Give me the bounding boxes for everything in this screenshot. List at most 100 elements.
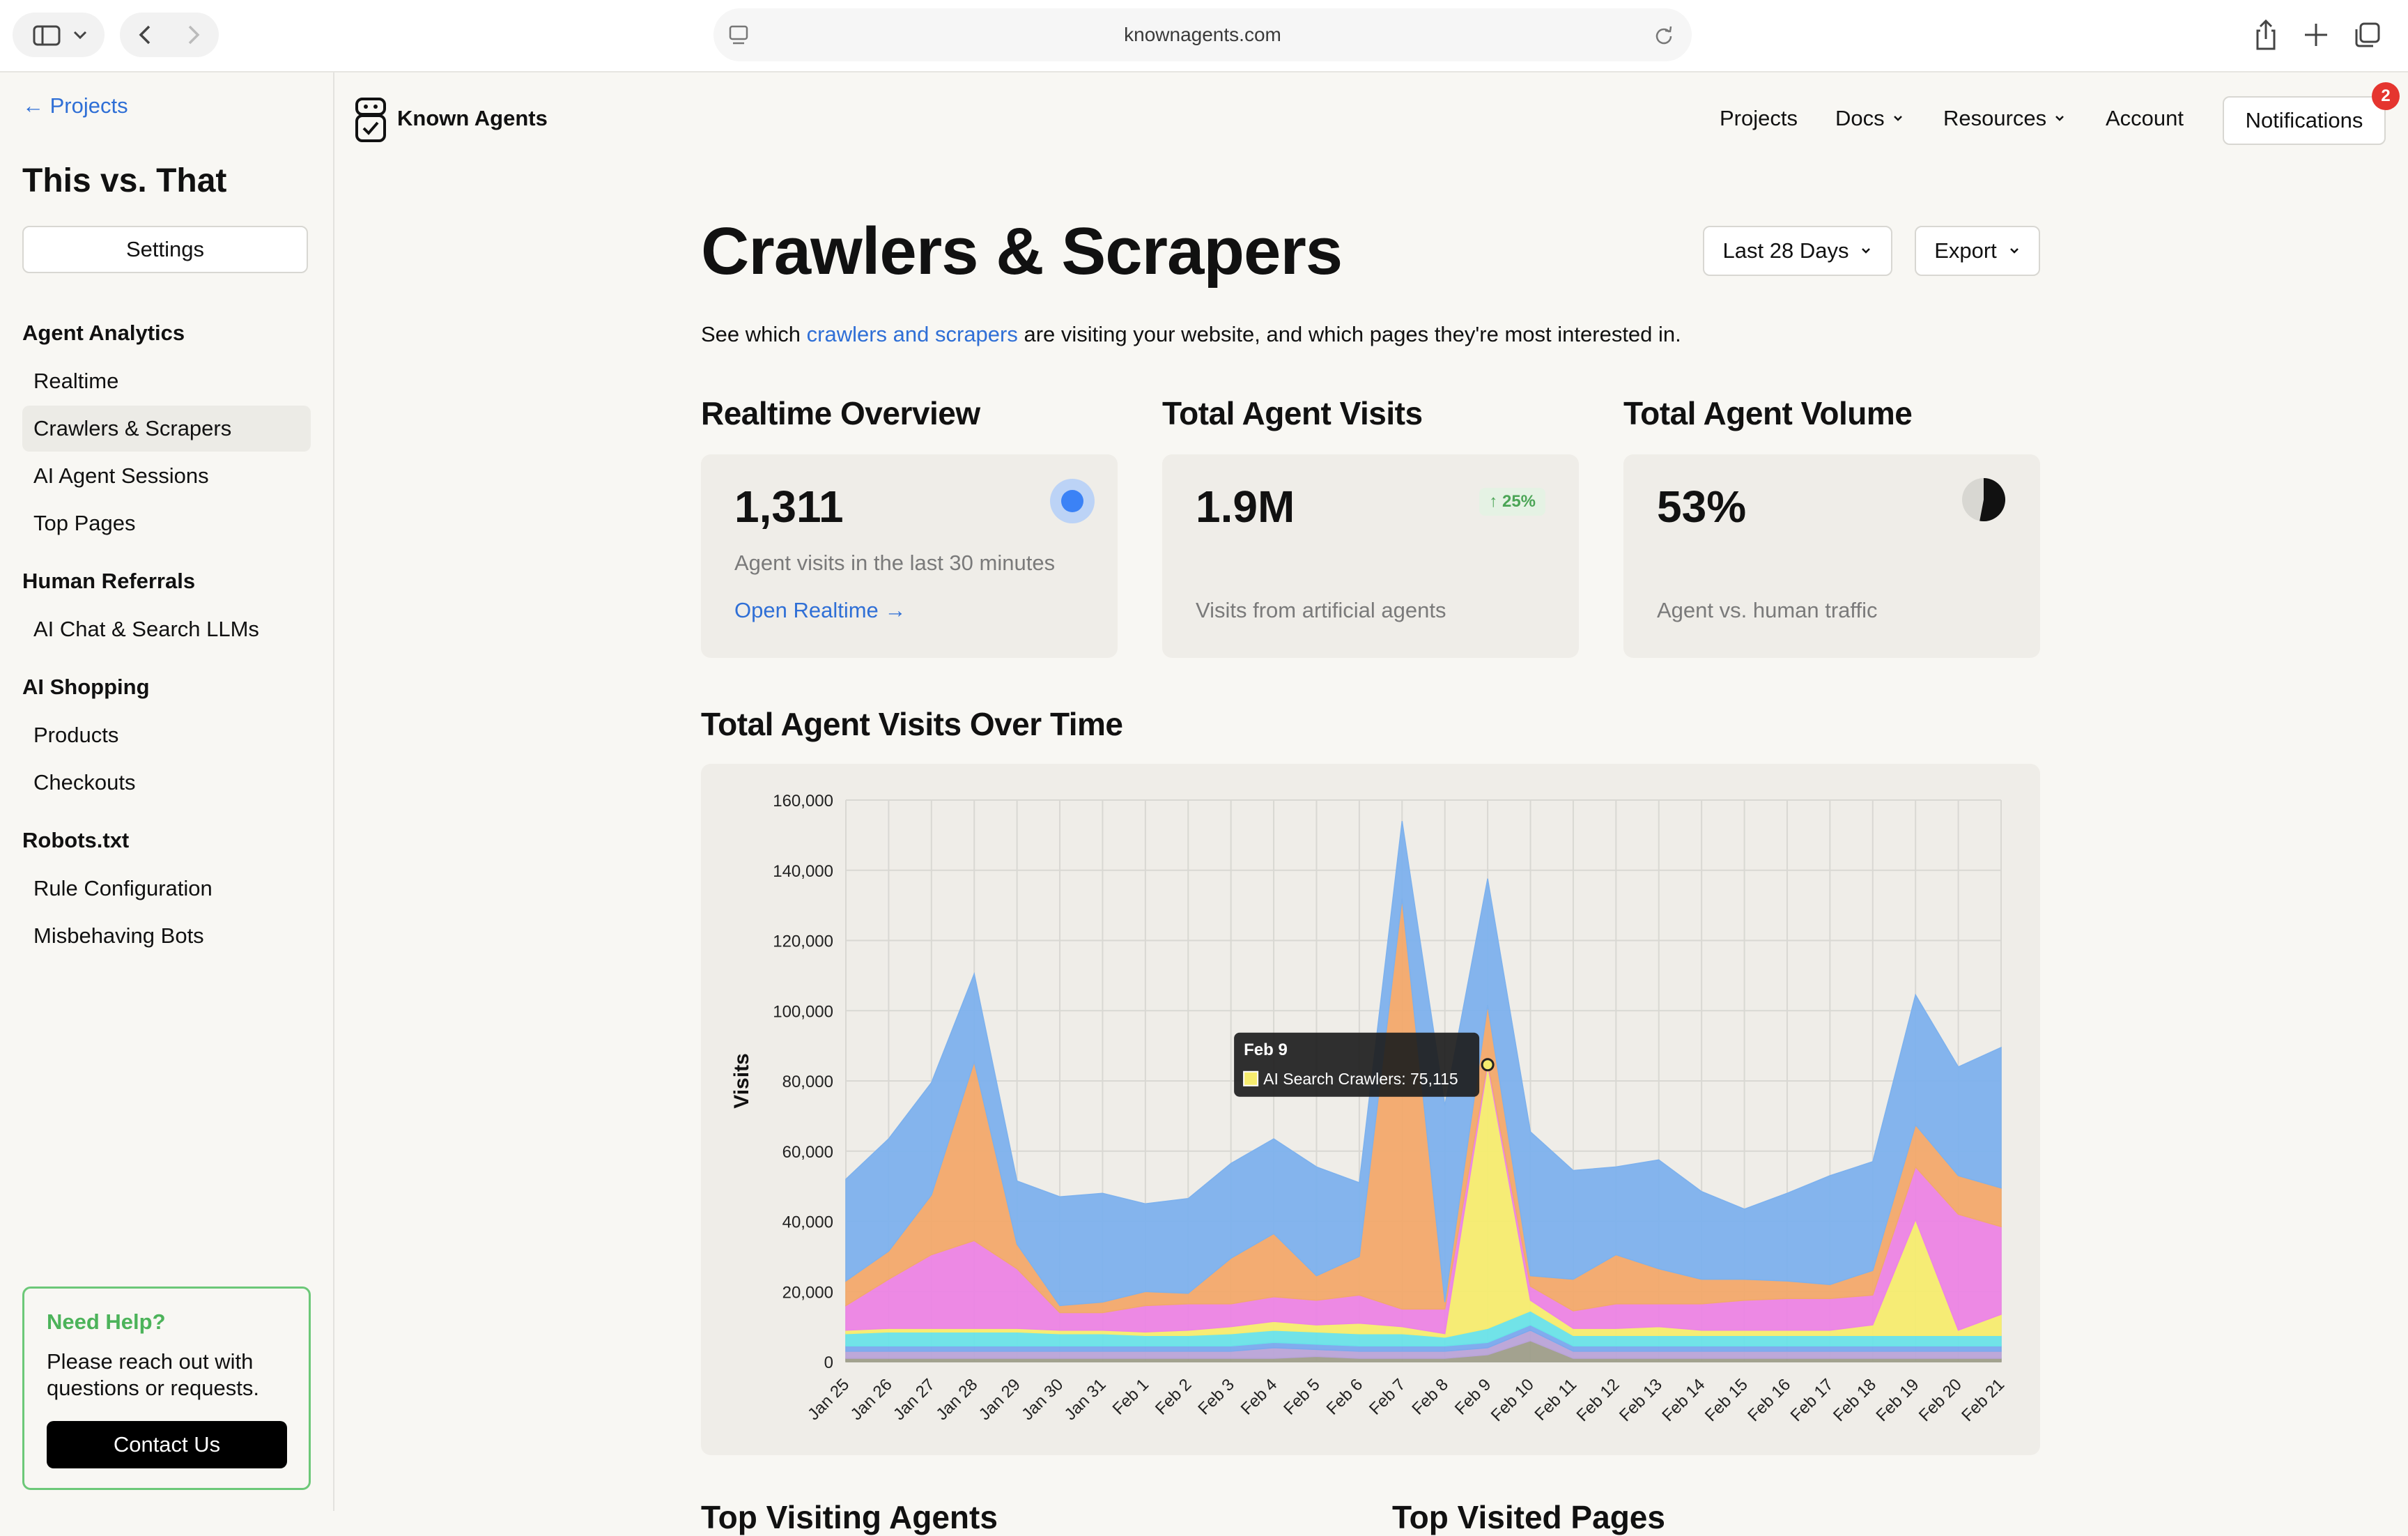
sidebar-toggle-button[interactable] (13, 13, 105, 57)
nav-docs[interactable]: Docs (1835, 106, 1904, 131)
realtime-value: 1,311 (734, 482, 844, 532)
x-tick-label: Feb 2 (1152, 1375, 1195, 1418)
subtitle-after: are visiting your website, and which pag… (1017, 322, 1681, 346)
sidebar-item-products[interactable]: Products (33, 723, 119, 747)
y-tick-label: 100,000 (773, 1002, 833, 1021)
total-agent-volume-title: Total Agent Volume (1623, 395, 1913, 431)
x-tick-label: Jan 25 (804, 1375, 853, 1424)
chevron-down-icon (2055, 116, 2064, 121)
back-to-projects-link[interactable]: ← Projects (22, 93, 128, 118)
nav-account[interactable]: Account (2106, 106, 2184, 131)
x-tick-label: Jan 30 (1018, 1375, 1067, 1424)
nav-account-label: Account (2106, 106, 2184, 130)
total-agent-visits-card: 1.9M ↑ 25% Visits from artificial agents (1162, 454, 1579, 658)
project-title: This vs. That (22, 162, 227, 199)
section-agent-analytics: Agent Analytics (22, 321, 185, 345)
x-tick-label: Feb 13 (1616, 1375, 1666, 1425)
section-human-referrals: Human Referrals (22, 569, 196, 593)
x-tick-label: Feb 5 (1280, 1375, 1323, 1418)
page-settings-icon[interactable] (727, 24, 751, 46)
sidebar-item-rule-configuration[interactable]: Rule Configuration (33, 876, 213, 900)
share-icon[interactable] (2252, 18, 2280, 52)
realtime-overview-card: 1,311 Agent visits in the last 30 minute… (701, 454, 1118, 658)
brand-name[interactable]: Known Agents (397, 106, 548, 130)
tooltip-value: AI Search Crawlers: 75,115 (1263, 1070, 1458, 1088)
y-tick-label: 0 (824, 1353, 833, 1372)
x-tick-label: Jan 27 (890, 1375, 939, 1424)
x-tick-label: Feb 1 (1109, 1375, 1152, 1418)
address-bar[interactable]: knownagents.com (713, 8, 1692, 61)
realtime-overview-title: Realtime Overview (701, 395, 980, 431)
tooltip-box (1234, 1032, 1480, 1097)
x-tick-label: Feb 3 (1194, 1375, 1237, 1418)
x-tick-label: Feb 6 (1323, 1375, 1366, 1418)
x-tick-label: Jan 29 (975, 1375, 1024, 1424)
forward-arrow-icon[interactable] (188, 25, 200, 45)
history-nav (120, 13, 219, 57)
x-tick-label: Feb 8 (1408, 1375, 1451, 1418)
chart-title: Total Agent Visits Over Time (701, 706, 1123, 742)
tab-overview-icon[interactable] (2352, 21, 2383, 49)
help-text: Please reach out with questions or reque… (47, 1349, 260, 1400)
notifications-button[interactable]: Notifications (2223, 96, 2386, 145)
sidebar-item-realtime[interactable]: Realtime (33, 369, 119, 393)
total-visits-value: 1.9M (1196, 482, 1295, 532)
x-tick-label: Feb 14 (1658, 1375, 1708, 1425)
x-tick-label: Feb 17 (1787, 1375, 1837, 1425)
chevron-down-icon (1862, 248, 1871, 254)
sidebar-item-ai-chat-search-llms[interactable]: AI Chat & Search LLMs (33, 617, 259, 641)
x-tick-label: Feb 21 (1958, 1375, 2008, 1425)
sidebar: ← Projects This vs. That Settings Agent … (0, 72, 334, 1511)
sidebar-toggle-icon (33, 25, 87, 46)
x-tick-label: Feb 19 (1873, 1375, 1923, 1425)
top-visiting-agents-title: Top Visiting Agents (701, 1499, 998, 1535)
section-robots-txt: Robots.txt (22, 828, 130, 852)
url-text: knownagents.com (1124, 24, 1281, 45)
subtitle-before: See which (701, 322, 807, 346)
robot-logo-icon[interactable] (354, 96, 387, 144)
export-dropdown[interactable]: Export (1915, 226, 2040, 276)
date-range-dropdown[interactable]: Last 28 Days (1703, 226, 1892, 276)
chevron-down-icon (1893, 116, 1902, 121)
total-visits-desc: Visits from artificial agents (1196, 598, 1446, 622)
settings-button[interactable]: Settings (22, 226, 308, 273)
chevron-down-icon (2009, 248, 2019, 254)
nav-resources[interactable]: Resources (1943, 106, 2066, 131)
y-tick-label: 120,000 (773, 932, 833, 951)
y-tick-label: 160,000 (773, 792, 833, 811)
x-tick-label: Jan 26 (847, 1375, 896, 1424)
x-tick-label: Feb 12 (1573, 1375, 1623, 1425)
sidebar-item-crawlers-scrapers[interactable]: Crawlers & Scrapers (22, 406, 311, 452)
visits-over-time-chart[interactable]: 0 20,000 40,000 60,000 80,000 100,000 120,000 1… (701, 764, 2040, 1455)
sidebar-item-ai-agent-sessions[interactable]: AI Agent Sessions (33, 463, 209, 488)
x-tick-label: Feb 7 (1366, 1375, 1409, 1418)
sidebar-item-checkouts[interactable]: Checkouts (33, 770, 136, 794)
nav-resources-label: Resources (1943, 106, 2047, 130)
sidebar-item-top-pages[interactable]: Top Pages (33, 511, 136, 535)
sidebar-item-misbehaving-bots[interactable]: Misbehaving Bots (33, 923, 204, 948)
y-tick-label: 80,000 (782, 1073, 833, 1091)
contact-us-button[interactable]: Contact Us (47, 1421, 287, 1468)
y-axis-label: Visits (730, 1053, 753, 1109)
tooltip-date: Feb 9 (1244, 1040, 1288, 1059)
agent-share-slice (1979, 478, 2006, 521)
back-arrow-icon[interactable] (139, 25, 150, 45)
new-tab-icon[interactable] (2302, 21, 2330, 49)
help-box: Need Help? Please reach out with questio… (22, 1287, 311, 1490)
page-subtitle: See which crawlers and scrapers are visi… (701, 322, 1681, 347)
nav-projects[interactable]: Projects (1720, 106, 1798, 131)
y-tick-label: 40,000 (782, 1213, 833, 1232)
agent-volume-value: 53% (1657, 482, 1747, 532)
x-tick-label: Jan 31 (1061, 1375, 1110, 1424)
open-realtime-link[interactable]: Open Realtime → (734, 598, 906, 622)
live-indicator-icon (1050, 479, 1095, 523)
x-tick-label: Feb 20 (1915, 1375, 1966, 1425)
y-tick-label: 60,000 (782, 1143, 833, 1162)
crawlers-scrapers-link[interactable]: crawlers and scrapers (806, 322, 1018, 346)
reload-icon[interactable] (1653, 24, 1675, 46)
y-tick-label: 20,000 (782, 1283, 833, 1302)
agent-volume-desc: Agent vs. human traffic (1657, 598, 1878, 622)
section-ai-shopping: AI Shopping (22, 675, 150, 699)
date-range-label: Last 28 Days (1722, 238, 1849, 263)
browser-toolbar: knownagents.com (0, 0, 2408, 72)
